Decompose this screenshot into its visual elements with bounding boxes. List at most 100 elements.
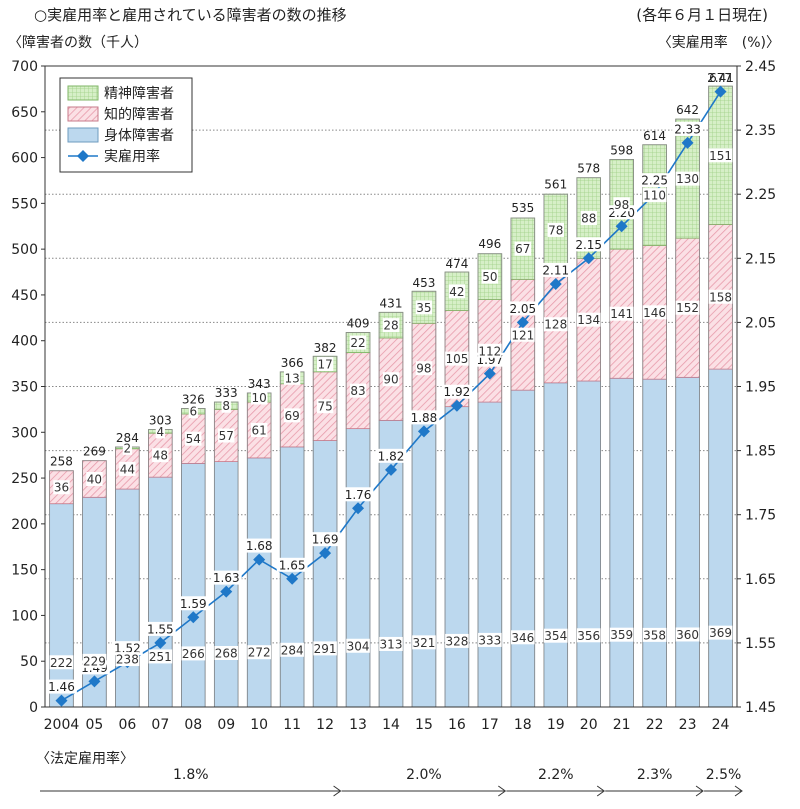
rate-marker — [88, 675, 101, 688]
label-physical-bg — [675, 627, 700, 642]
label-total: 453 — [412, 276, 435, 290]
legend-physical-label: 身体障害者 — [104, 128, 174, 144]
label-physical: 266 — [182, 647, 205, 661]
bar-physical — [477, 401, 503, 708]
rate-label-bg — [111, 641, 143, 656]
label-mental-bg — [155, 424, 165, 439]
label-intellectual: 40 — [87, 472, 102, 486]
rate-marker — [220, 585, 233, 598]
legend-physical-swatch — [67, 127, 99, 143]
rate-label: 2.25 — [641, 174, 668, 188]
y-left-tick-label: 500 — [11, 242, 38, 258]
label-physical: 251 — [149, 650, 172, 664]
label-total: 269 — [83, 445, 106, 459]
x-tick-label: 06 — [118, 717, 136, 733]
rate-label-bg — [672, 121, 703, 136]
label-intellectual: 75 — [317, 400, 332, 414]
label-total: 614 — [643, 129, 666, 143]
rate-label-bg — [639, 173, 671, 188]
rate-marker — [187, 611, 200, 624]
y-axis-left-label: 〈障害者の数（千人） — [8, 35, 148, 51]
label-physical-bg — [511, 630, 535, 645]
label-intellectual: 83 — [350, 384, 365, 398]
rate-marker — [450, 399, 463, 412]
label-intellectual: 121 — [511, 328, 534, 342]
bar-physical — [148, 476, 173, 708]
label-physical-bg — [313, 641, 337, 656]
label-intellectual: 69 — [285, 409, 300, 423]
legal-rate-arrowhead — [498, 785, 507, 797]
rate-label-bg — [46, 679, 77, 694]
bar-physical — [181, 463, 206, 708]
rate-label: 1.76 — [345, 488, 372, 502]
rate-label: 2.33 — [674, 122, 701, 136]
label-intellectual: 128 — [544, 318, 567, 332]
label-total: 343 — [248, 377, 271, 391]
label-physical-bg — [214, 646, 239, 661]
label-total: 382 — [314, 341, 337, 355]
legal-rate-arrowhead — [734, 785, 743, 797]
label-mental: 6 — [189, 405, 197, 419]
label-mental: 10 — [252, 391, 267, 405]
x-tick-label: 19 — [547, 717, 565, 733]
rate-marker — [253, 553, 266, 566]
rate-label: 1.65 — [279, 558, 306, 572]
label-intellectual: 36 — [54, 481, 69, 495]
label-intellectual: 57 — [219, 429, 234, 443]
x-tick-label: 23 — [679, 717, 697, 733]
label-physical-bg — [445, 633, 469, 648]
y-left-tick-label: 250 — [11, 471, 38, 487]
x-tick-label: 15 — [415, 717, 433, 733]
label-physical-bg — [708, 625, 733, 640]
y-left-tick-label: 150 — [11, 563, 38, 579]
legal-rate-arrowhead — [333, 785, 342, 797]
label-mental-bg — [642, 188, 667, 203]
legend-intellectual-label: 知的障害者 — [104, 106, 174, 123]
label-mental: 151 — [709, 149, 732, 163]
bar-physical — [444, 406, 470, 708]
rate-label-bg — [507, 301, 539, 316]
label-physical-bg — [543, 628, 568, 643]
label-intellectual-bg — [250, 422, 268, 437]
label-mental: 28 — [383, 319, 398, 333]
rate-marker — [154, 636, 167, 649]
legal-rate-label: 〈法定雇用率〉 — [36, 751, 134, 767]
label-intellectual: 146 — [643, 306, 666, 320]
label-physical: 284 — [281, 643, 304, 657]
bar-physical — [609, 377, 634, 708]
y-right-tick-label: 1.55 — [745, 636, 776, 652]
y-left-tick-label: 550 — [11, 196, 38, 212]
rate-marker — [417, 425, 430, 438]
label-intellectual-bg — [218, 428, 235, 443]
label-physical: 313 — [380, 637, 403, 651]
rate-label-bg — [375, 448, 407, 463]
label-intellectual: 61 — [252, 423, 267, 437]
legend-mental-swatch — [67, 85, 99, 101]
label-total: 677 — [709, 71, 732, 85]
label-physical: 328 — [445, 634, 468, 648]
rate-label-bg — [243, 538, 275, 553]
rate-label: 1.69 — [312, 533, 339, 547]
x-tick-label: 13 — [349, 717, 367, 733]
y-left-tick-label: 700 — [11, 59, 38, 75]
label-intellectual-bg — [86, 471, 103, 486]
label-mental: 130 — [676, 172, 699, 186]
label-physical: 272 — [248, 646, 271, 660]
legal-rate-arrowhead — [695, 785, 704, 797]
x-tick-label: 07 — [151, 717, 169, 733]
x-tick-label: 22 — [646, 717, 664, 733]
bar-physical — [642, 378, 667, 708]
y-left-tick-label: 400 — [11, 334, 38, 350]
label-total: 326 — [182, 392, 205, 406]
label-total: 333 — [215, 386, 238, 400]
label-mental: 50 — [482, 270, 497, 284]
rate-label: 1.55 — [147, 622, 174, 636]
legal-rate-value: 2.5% — [706, 767, 742, 783]
y-right-tick-label: 2.25 — [745, 187, 776, 203]
y-right-tick-label: 2.35 — [745, 123, 776, 139]
label-physical: 321 — [412, 636, 435, 650]
x-tick-label: 20 — [580, 717, 598, 733]
y-left-tick-label: 350 — [11, 380, 38, 396]
label-total: 431 — [380, 296, 403, 310]
label-mental: 17 — [317, 358, 332, 372]
